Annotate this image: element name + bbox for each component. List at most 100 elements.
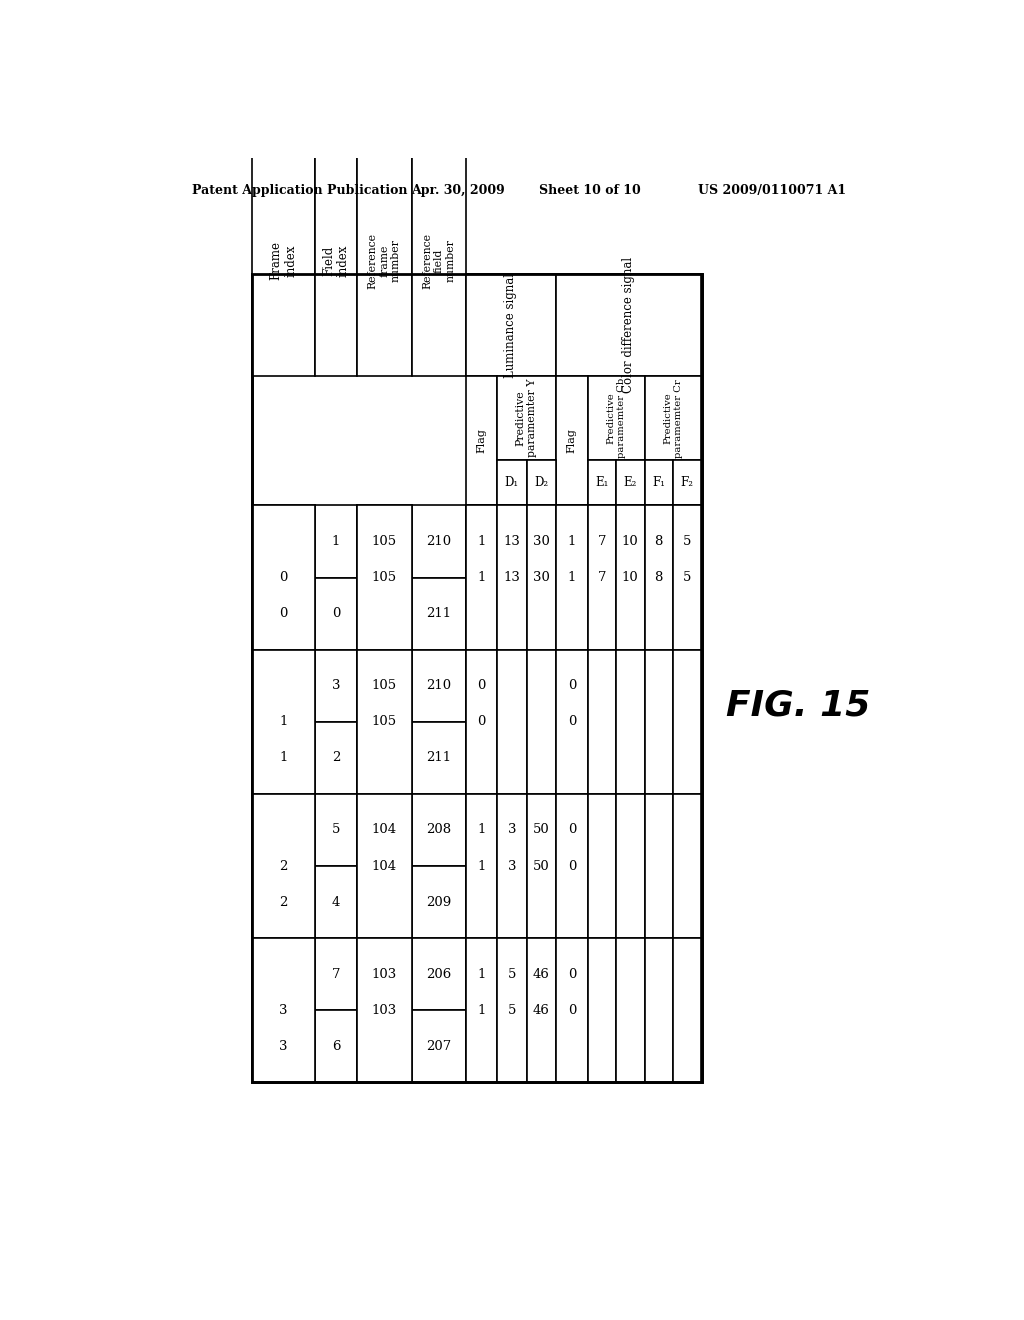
Text: 2: 2 [280, 895, 288, 908]
Bar [644, 1010, 673, 1082]
Text: 1: 1 [477, 572, 485, 583]
Bar [252, 145, 314, 376]
Bar [673, 939, 701, 1010]
Text: 211: 211 [426, 607, 452, 620]
Text: Patent Application Publication: Patent Application Publication [191, 185, 408, 197]
Bar [466, 376, 497, 506]
Bar [556, 793, 588, 939]
Bar [588, 578, 616, 649]
Bar [588, 793, 616, 866]
Bar [412, 866, 466, 939]
Text: Flag: Flag [476, 429, 486, 453]
Text: 1: 1 [567, 535, 577, 548]
Bar [412, 939, 466, 1010]
Text: Color difference signal: Color difference signal [623, 257, 635, 393]
Bar [588, 722, 616, 793]
Bar [466, 793, 497, 866]
Bar [466, 793, 497, 939]
Text: 210: 210 [426, 535, 452, 548]
Text: 3: 3 [332, 680, 340, 692]
Bar [252, 939, 314, 1010]
Bar [616, 793, 644, 866]
Bar [357, 649, 412, 722]
Text: 0: 0 [280, 607, 288, 620]
Bar [466, 275, 556, 376]
Bar [412, 145, 466, 376]
Bar [644, 649, 673, 793]
Bar [556, 939, 588, 1010]
Bar [588, 939, 616, 1010]
Bar [556, 649, 588, 793]
Text: 46: 46 [532, 968, 550, 981]
Bar [616, 1010, 644, 1082]
Bar [497, 376, 556, 459]
Text: Apr. 30, 2009: Apr. 30, 2009 [411, 185, 505, 197]
Bar [616, 866, 644, 939]
Bar [497, 459, 526, 506]
Bar [644, 506, 673, 578]
Text: Frame
index: Frame index [269, 242, 297, 280]
Bar [497, 793, 526, 939]
Text: 1: 1 [567, 572, 577, 583]
Text: 5: 5 [683, 535, 691, 548]
Bar [252, 578, 314, 649]
Text: 0: 0 [567, 1003, 577, 1016]
Bar [616, 939, 644, 1082]
Bar [497, 506, 526, 649]
Text: 1: 1 [332, 535, 340, 548]
Text: 0: 0 [567, 968, 577, 981]
Bar [644, 649, 673, 722]
Text: US 2009/0110071 A1: US 2009/0110071 A1 [697, 185, 846, 197]
Text: 105: 105 [372, 572, 397, 583]
Bar [556, 793, 588, 866]
Bar [673, 459, 701, 506]
Bar [588, 866, 616, 939]
Bar [252, 649, 314, 722]
Bar [497, 649, 526, 793]
Bar [314, 506, 357, 578]
Text: Flag: Flag [567, 429, 577, 453]
Text: 0: 0 [567, 680, 577, 692]
Text: 8: 8 [654, 535, 663, 548]
Text: 1: 1 [477, 859, 485, 873]
Text: 3: 3 [508, 824, 516, 837]
Bar [252, 1010, 314, 1082]
Bar [644, 939, 673, 1010]
Bar [616, 506, 644, 578]
Text: 1: 1 [477, 824, 485, 837]
Text: 1: 1 [477, 535, 485, 548]
Text: E₂: E₂ [624, 477, 637, 490]
Bar [252, 793, 314, 939]
Text: 210: 210 [426, 680, 452, 692]
Bar [252, 866, 314, 939]
Text: 7: 7 [598, 572, 606, 583]
Bar [466, 1010, 497, 1082]
Bar [616, 506, 644, 649]
Text: 30: 30 [532, 572, 550, 583]
Bar [644, 578, 673, 649]
Text: 207: 207 [426, 1040, 452, 1053]
Bar [673, 578, 701, 649]
Bar [588, 376, 644, 459]
Bar [466, 649, 497, 722]
Text: 5: 5 [508, 1003, 516, 1016]
Text: 0: 0 [477, 680, 485, 692]
Bar [526, 722, 556, 793]
Bar [588, 939, 616, 1082]
Bar [644, 376, 701, 459]
Bar [412, 578, 466, 649]
Bar [412, 793, 466, 866]
Bar [526, 578, 556, 649]
Bar [497, 793, 526, 866]
Bar [556, 722, 588, 793]
Bar [616, 459, 644, 506]
Text: Field
index: Field index [322, 244, 350, 277]
Text: E₁: E₁ [595, 477, 608, 490]
Text: 46: 46 [532, 1003, 550, 1016]
Bar [497, 1010, 526, 1082]
Bar [252, 275, 701, 1082]
Bar [357, 1010, 412, 1082]
Text: Reference
frame
number: Reference frame number [368, 232, 401, 289]
Bar [616, 793, 644, 939]
Bar [526, 793, 556, 866]
